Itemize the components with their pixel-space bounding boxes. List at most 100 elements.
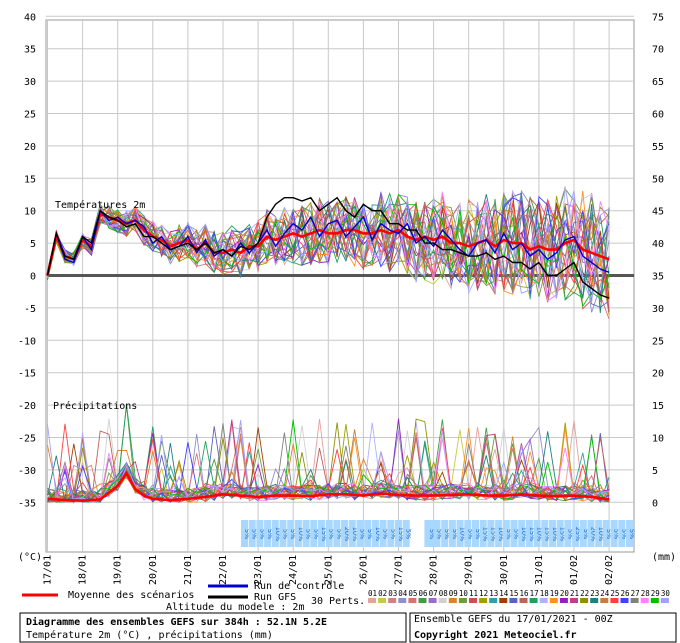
snow-marker bbox=[348, 520, 356, 547]
date-tick-label: 25/01 bbox=[323, 555, 334, 585]
footer-title: Diagramme des ensembles GEFS sur 384h : … bbox=[26, 616, 327, 628]
snow-marker-label: 5% bbox=[312, 529, 320, 539]
altitude-label: Altitude du modele : 2m bbox=[166, 602, 304, 613]
date-tick-label: 27/01 bbox=[394, 555, 405, 585]
pert-swatch bbox=[408, 598, 417, 603]
series-line bbox=[46, 212, 610, 276]
snow-marker-label: 15% bbox=[320, 527, 328, 541]
snow-marker-label: 5% bbox=[251, 529, 259, 539]
snow-marker-label: 10% bbox=[374, 527, 382, 541]
snow-marker bbox=[602, 520, 610, 547]
snow-marker bbox=[479, 520, 487, 547]
snow-marker-label: 5% bbox=[436, 529, 444, 539]
pert-swatch bbox=[519, 598, 528, 603]
snow-marker bbox=[525, 520, 533, 547]
snow-marker-label: 5% bbox=[466, 529, 474, 539]
left-tick-label: -15 bbox=[18, 369, 36, 380]
snow-marker-label: 5% bbox=[628, 529, 636, 539]
snow-marker bbox=[495, 520, 503, 547]
snow-marker-label: 5% bbox=[620, 529, 628, 539]
snow-marker-label: 5% bbox=[289, 529, 297, 539]
footer-subtitle: Température 2m (°C) , précipitations (mm… bbox=[26, 629, 273, 641]
snow-marker bbox=[502, 520, 510, 547]
pert-number: 11 bbox=[469, 589, 478, 598]
footer-box-left bbox=[19, 612, 407, 643]
snow-marker bbox=[518, 520, 526, 547]
date-tick-label: 21/01 bbox=[183, 555, 194, 585]
pert-swatch bbox=[398, 598, 407, 603]
snow-marker-label: 5% bbox=[605, 529, 613, 539]
snow-marker bbox=[287, 520, 295, 547]
pert-number: 30 bbox=[661, 589, 671, 598]
right-tick-label: 30 bbox=[652, 304, 664, 315]
snow-marker bbox=[356, 520, 364, 547]
snow-marker-label: 5% bbox=[443, 529, 451, 539]
legend-mean-label: Moyenne des scénarios bbox=[68, 589, 194, 601]
pert-number: 17 bbox=[530, 589, 539, 598]
date-tick-label: 19/01 bbox=[113, 555, 124, 585]
pert-swatch bbox=[650, 598, 659, 603]
snow-marker bbox=[425, 520, 433, 547]
date-tick-label: 29/01 bbox=[464, 555, 475, 585]
snow-marker bbox=[364, 520, 372, 547]
snow-marker bbox=[279, 520, 287, 547]
pert-number: 13 bbox=[489, 589, 498, 598]
perts-legend: 01 02 03 04 05 06 07 08 09 10 11 12 13 14 15 16 17 18 19 20… bbox=[368, 589, 670, 603]
grid bbox=[45, 15, 635, 553]
snow-marker bbox=[472, 520, 479, 547]
left-tick-label: 0 bbox=[30, 272, 36, 283]
date-tick-label: 22/01 bbox=[218, 555, 229, 585]
right-tick-label: 45 bbox=[652, 207, 664, 218]
snow-marker-label: 5% bbox=[505, 529, 513, 539]
snow-marker-label: 15% bbox=[482, 527, 490, 541]
snow-marker bbox=[341, 520, 349, 547]
right-tick-label: 50 bbox=[652, 174, 664, 185]
right-tick-label: 70 bbox=[652, 45, 664, 56]
snow-marker bbox=[310, 520, 318, 547]
snow-marker-label: 5% bbox=[382, 529, 390, 539]
snow-marker-label: 10% bbox=[459, 527, 467, 541]
member-temp-line bbox=[47, 201, 610, 298]
pert-number: 04 bbox=[398, 589, 408, 598]
snow-marker-label: 5% bbox=[613, 529, 621, 539]
pert-number: 08 bbox=[439, 589, 449, 598]
pert-swatch bbox=[640, 598, 649, 603]
snow-marker-label: 10% bbox=[297, 527, 305, 541]
pert-swatch bbox=[448, 598, 457, 603]
pert-number: 18 bbox=[540, 589, 550, 598]
pert-number: 26 bbox=[621, 589, 631, 598]
snow-marker-label: 5% bbox=[258, 529, 266, 539]
plot-frame bbox=[45, 19, 635, 553]
pert-number: 14 bbox=[499, 589, 509, 598]
snow-marker-label: 5% bbox=[474, 529, 482, 539]
ensemble-members bbox=[47, 186, 610, 504]
right-tick-label: 60 bbox=[652, 110, 664, 121]
snow-marker-label: 5% bbox=[389, 529, 397, 539]
pert-number: 05 bbox=[408, 589, 417, 598]
pert-number: 23 bbox=[590, 589, 599, 598]
series-line bbox=[47, 470, 610, 503]
pert-swatch bbox=[580, 598, 589, 603]
footer-ensemble: Ensemble GEFS du 17/01/2021 - 00Z bbox=[414, 614, 613, 625]
date-tick-label: 30/01 bbox=[499, 555, 510, 585]
pert-number: 24 bbox=[600, 589, 610, 598]
pert-swatch bbox=[479, 598, 488, 603]
member-temp-line bbox=[47, 193, 610, 308]
left-tick-label: 25 bbox=[24, 110, 36, 121]
pert-swatch bbox=[600, 598, 609, 603]
pert-swatch bbox=[559, 598, 568, 603]
member-temp-line bbox=[47, 187, 610, 297]
snow-marker bbox=[333, 520, 341, 547]
pert-number: 25 bbox=[610, 589, 619, 598]
snow-marker bbox=[549, 520, 556, 547]
snow-marker-label: 10% bbox=[536, 527, 544, 541]
snow-markers: 5% 5% 5% 5% 10% 5% 5% 10% 5% 5% 15% 5% 5% 20% 10% 5% 5% 1… bbox=[241, 520, 636, 547]
right-tick-label: 20 bbox=[652, 369, 664, 380]
footer-copyright: Copyright 2021 Meteociel.fr bbox=[414, 629, 577, 641]
snow-marker-label: 10% bbox=[551, 527, 559, 541]
snow-marker-label: 10% bbox=[274, 527, 282, 541]
snow-marker bbox=[379, 520, 387, 547]
snow-marker-label: 10% bbox=[497, 527, 505, 541]
snow-marker-label: 5% bbox=[305, 529, 313, 539]
snow-marker-label: 5% bbox=[566, 529, 574, 539]
